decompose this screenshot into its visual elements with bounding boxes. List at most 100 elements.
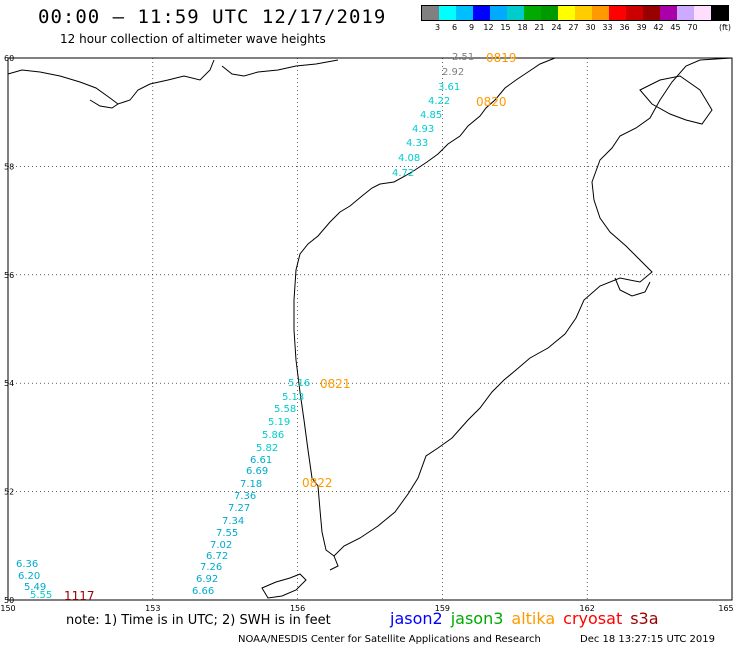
longitude-label: 156 bbox=[290, 604, 305, 613]
swh-value: 7.36 bbox=[234, 491, 256, 502]
color-swatch bbox=[592, 6, 609, 20]
longitude-label: 153 bbox=[145, 604, 160, 613]
swh-value: 6.20 bbox=[18, 571, 40, 582]
swh-value: 5.58 bbox=[274, 404, 296, 415]
latitude-label: 54 bbox=[4, 379, 14, 388]
swh-value: 7.26 bbox=[200, 562, 222, 573]
swh-value: 4.93 bbox=[412, 124, 434, 135]
latitude-label: 60 bbox=[4, 54, 14, 63]
legend-s3a: s3a bbox=[630, 609, 659, 628]
swh-value: 2.92 bbox=[442, 67, 464, 78]
color-tick-label: 33 bbox=[602, 23, 613, 32]
color-swatch bbox=[558, 6, 575, 20]
swh-value: 5.86 bbox=[262, 430, 284, 441]
latitude-label: 58 bbox=[4, 162, 14, 171]
color-tick-label: 15 bbox=[500, 23, 511, 32]
latitude-label: 52 bbox=[4, 488, 14, 497]
latitude-label: 56 bbox=[4, 271, 14, 280]
coastline-kamchatka-west bbox=[293, 57, 733, 557]
color-swatch bbox=[524, 6, 541, 20]
swh-value: 4.33 bbox=[406, 138, 428, 149]
swh-value: 4.85 bbox=[420, 110, 442, 121]
color-swatch bbox=[422, 6, 439, 20]
pass-time-label: 0820 bbox=[476, 95, 507, 109]
color-tick-label: 3 bbox=[434, 23, 441, 32]
pass-time-label: 0819 bbox=[486, 51, 517, 65]
color-scale-ticks: 3 6 9 12 15 18 21 24 27 30 33 36 39 42 45 70 bbox=[429, 23, 729, 32]
color-swatch bbox=[490, 6, 507, 20]
color-tick-label: 30 bbox=[585, 23, 596, 32]
color-swatch bbox=[626, 6, 643, 20]
coastline bbox=[7, 57, 733, 599]
color-swatch bbox=[609, 6, 626, 20]
swh-value: 5.13 bbox=[282, 392, 304, 403]
legend-cryosat: cryosat bbox=[563, 609, 623, 628]
color-tick-label: 18 bbox=[517, 23, 528, 32]
swh-value: 7.34 bbox=[222, 516, 244, 527]
coastline-kurils bbox=[261, 573, 307, 599]
coastline-islands bbox=[639, 75, 713, 125]
coastline-karaginsky bbox=[614, 277, 651, 297]
color-swatch bbox=[456, 6, 473, 20]
color-scale: 3 6 9 12 15 18 21 24 27 30 33 36 39 42 45 70 (ft) bbox=[421, 5, 731, 32]
swh-value: 4.08 bbox=[398, 153, 420, 164]
latitude-label: 50 bbox=[4, 596, 14, 605]
color-swatch bbox=[677, 6, 694, 20]
legend-altika: altika bbox=[511, 609, 556, 628]
swh-value: 5.16 bbox=[288, 378, 310, 389]
swh-value: 4.22 bbox=[428, 96, 450, 107]
longitude-label: 165 bbox=[718, 604, 733, 613]
color-tick-label: 9 bbox=[468, 23, 475, 32]
credit-line: NOAA/NESDIS Center for Satellite Applica… bbox=[238, 634, 541, 645]
chart-subtitle: 12 hour collection of altimeter wave hei… bbox=[60, 32, 326, 46]
swh-value: 6.92 bbox=[196, 574, 218, 585]
swh-value: 5.82 bbox=[256, 443, 278, 454]
longitude-label: 162 bbox=[580, 604, 595, 613]
swh-value: 5.49 bbox=[24, 582, 46, 593]
color-scale-swatches bbox=[421, 5, 729, 21]
color-swatch bbox=[711, 6, 728, 20]
swh-value: 6.36 bbox=[16, 559, 38, 570]
footnote: note: 1) Time is in UTC; 2) SWH is in fe… bbox=[66, 613, 331, 628]
color-swatch bbox=[694, 6, 711, 20]
chart-title: 00:00 – 11:59 UTC 12/17/2019 bbox=[38, 6, 387, 28]
color-swatch bbox=[507, 6, 524, 20]
color-scale-unit: (ft) bbox=[718, 23, 731, 32]
swh-value: 3.61 bbox=[438, 82, 460, 93]
swh-value: 6.69 bbox=[246, 466, 268, 477]
pass-time-label: 1117 bbox=[64, 589, 95, 603]
pass-times: 0819 0820 0821 0822 1117 bbox=[64, 51, 517, 603]
coastline-shumshu bbox=[329, 555, 339, 571]
longitude-label: 159 bbox=[435, 604, 450, 613]
swh-readings: 2.51 2.92 3.61 4.22 4.85 4.93 4.33 4.08 4.72 5.16… bbox=[16, 52, 474, 601]
swh-value: 5.55 bbox=[30, 590, 52, 601]
coastline-taui bbox=[89, 99, 119, 109]
color-tick-label: 39 bbox=[636, 23, 647, 32]
legend-jason2: jason2 bbox=[390, 609, 443, 628]
color-tick-label: 6 bbox=[451, 23, 458, 32]
swh-value: 6.72 bbox=[206, 551, 228, 562]
color-tick-label: 21 bbox=[534, 23, 545, 32]
swh-value: 2.51 bbox=[452, 52, 474, 63]
color-tick-label: 36 bbox=[619, 23, 630, 32]
map-frame bbox=[7, 57, 733, 601]
color-swatch bbox=[575, 6, 592, 20]
swh-value: 7.18 bbox=[240, 479, 262, 490]
color-tick-label: 45 bbox=[670, 23, 681, 32]
pass-time-label: 0821 bbox=[320, 377, 351, 391]
color-swatch bbox=[439, 6, 456, 20]
pass-time-label: 0822 bbox=[302, 476, 333, 490]
swh-value: 6.66 bbox=[192, 586, 214, 597]
color-tick-label: 42 bbox=[653, 23, 664, 32]
coastline-okhotsk-north bbox=[7, 59, 339, 105]
generation-timestamp: Dec 18 13:27:15 UTC 2019 bbox=[580, 634, 715, 645]
axis-labels: 150 153 156 159 162 165 60 58 56 54 52 50 bbox=[0, 54, 733, 613]
swh-value: 7.27 bbox=[228, 503, 250, 514]
swh-value: 6.61 bbox=[250, 455, 272, 466]
color-tick-label: 12 bbox=[483, 23, 494, 32]
color-swatch bbox=[643, 6, 660, 20]
color-swatch bbox=[541, 6, 558, 20]
swh-value: 7.55 bbox=[216, 528, 238, 539]
graticule bbox=[7, 57, 733, 601]
